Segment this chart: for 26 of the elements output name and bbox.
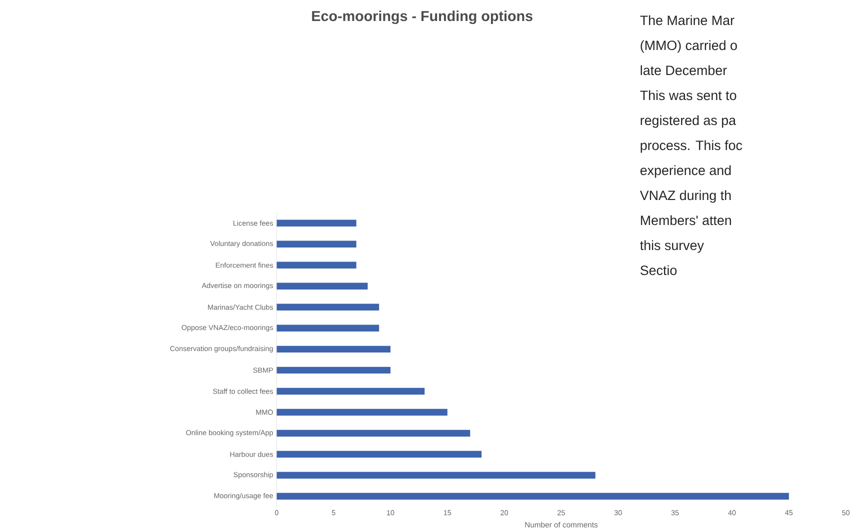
text: This was sent to xyxy=(640,90,736,100)
bar xyxy=(276,493,789,500)
bar xyxy=(276,304,380,311)
text: process. This foc xyxy=(640,140,742,153)
text: experience and xyxy=(640,165,731,178)
bar xyxy=(276,451,482,458)
bar xyxy=(276,409,448,416)
bar xyxy=(276,472,596,479)
bar xyxy=(276,430,470,437)
text: late December xyxy=(640,65,727,76)
annotation: Sectio xyxy=(640,265,677,276)
bar xyxy=(276,367,390,374)
bar xyxy=(276,282,368,290)
text: The Marine Mar xyxy=(640,15,734,26)
bar xyxy=(276,240,356,248)
bar xyxy=(276,324,380,332)
chart-title: Eco-moorings - Funding options xyxy=(312,10,532,24)
bar xyxy=(276,220,356,227)
bar xyxy=(276,388,425,395)
bar xyxy=(276,262,356,269)
bar xyxy=(276,346,390,353)
annotation: Members' atten xyxy=(640,215,731,226)
text: VNAZ during th xyxy=(640,190,731,203)
text: (MMO) carried o xyxy=(640,40,737,53)
text: registered as pa xyxy=(640,115,736,128)
annotation: this survey xyxy=(640,240,704,253)
